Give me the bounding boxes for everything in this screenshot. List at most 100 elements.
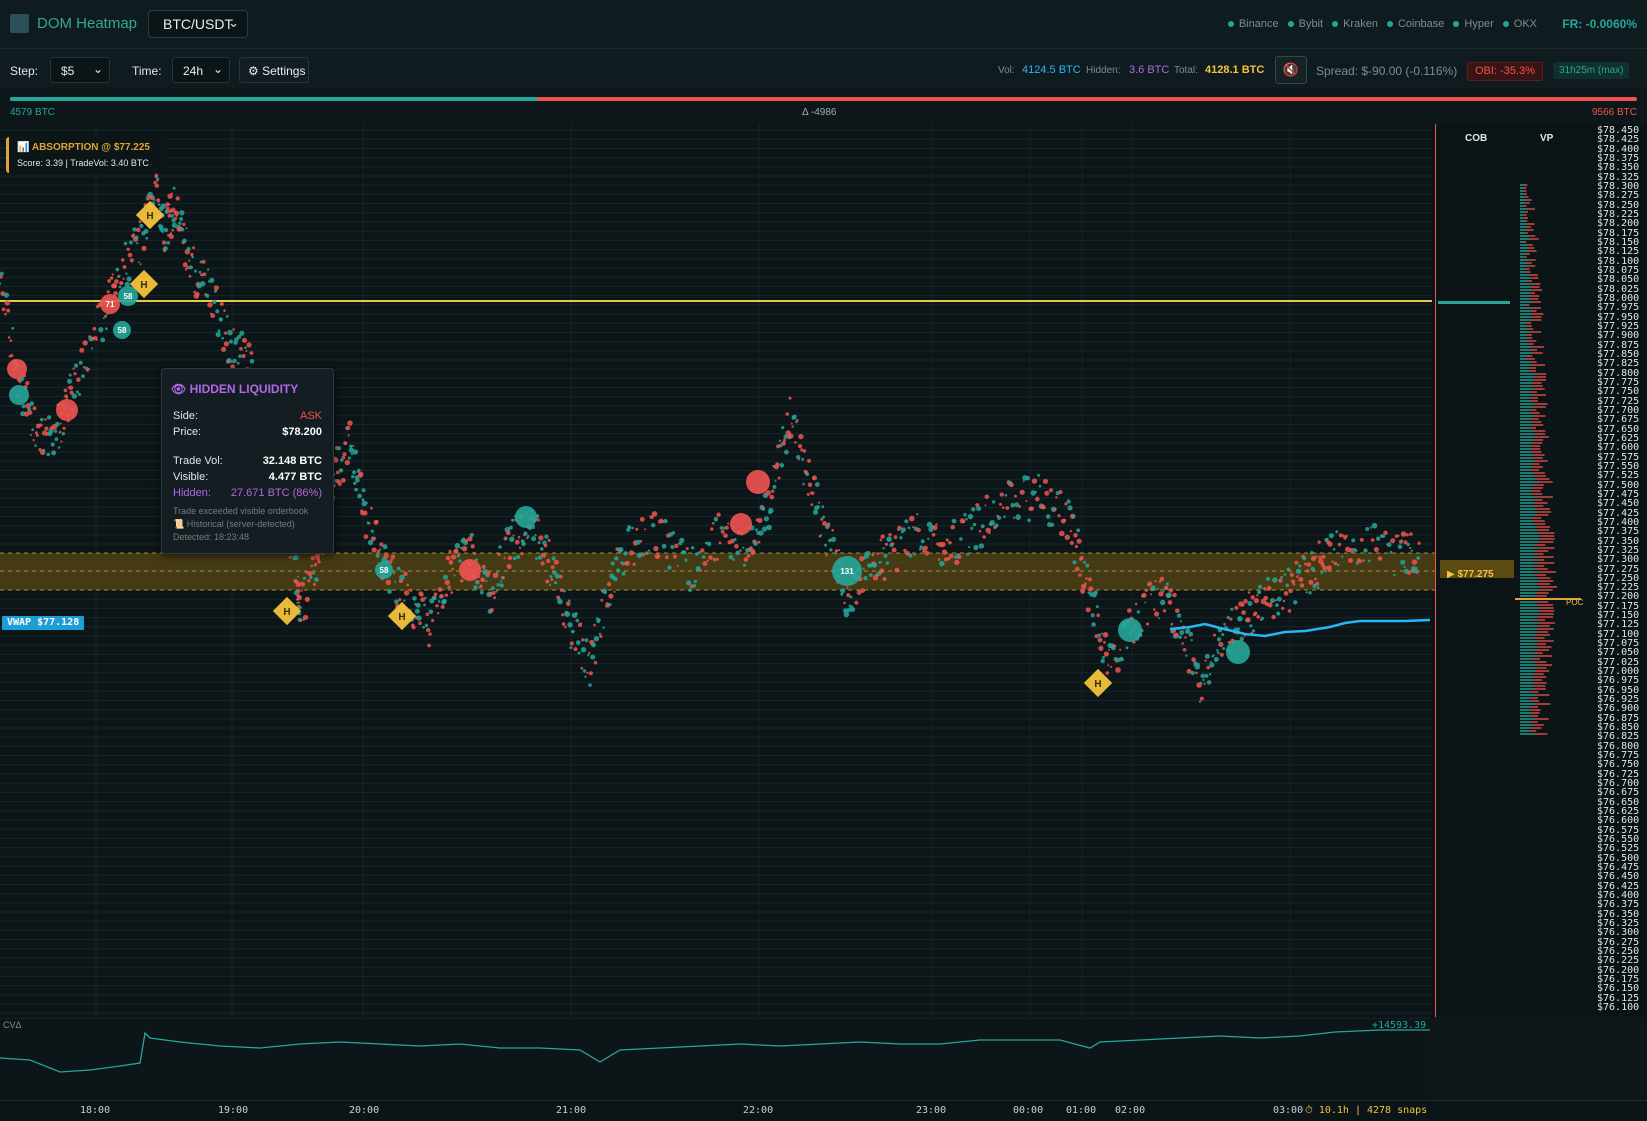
trade-bubble[interactable] (118, 286, 138, 306)
trade-dot (965, 517, 968, 521)
exchange-hyper[interactable]: Hyper (1453, 18, 1494, 30)
settings-button[interactable]: ⚙ Settings (239, 57, 309, 83)
trade-bubble[interactable] (375, 561, 393, 579)
price-tick: $77.925 (1597, 320, 1640, 332)
trade-dot (701, 555, 706, 559)
vp-ask-bar (1532, 457, 1543, 459)
trade-bubble[interactable] (746, 470, 770, 494)
trade-dot (791, 425, 794, 428)
sound-mute-button[interactable]: 🔇 (1275, 56, 1307, 84)
trade-dot (766, 524, 772, 531)
vp-bid-bar (1520, 502, 1536, 504)
vp-bid-bar (1520, 277, 1531, 279)
trade-dot (81, 374, 85, 378)
vp-bid-bar (1520, 322, 1527, 324)
trade-bubble[interactable] (113, 321, 131, 339)
trade-bubble[interactable] (100, 294, 120, 314)
trade-bubble[interactable] (832, 556, 862, 586)
vp-ask-bar (1530, 463, 1540, 465)
trade-dot (60, 440, 63, 443)
hidden-liquidity-marker[interactable] (272, 596, 302, 626)
trade-dot (244, 346, 247, 349)
trade-dot (1149, 593, 1152, 596)
vp-ask-bar (1534, 676, 1547, 678)
trade-bubble-label: 58 (124, 292, 133, 301)
trade-dot (375, 553, 380, 558)
trade-dot (371, 547, 377, 553)
price-tick: $76.200 (1597, 964, 1640, 976)
trade-bubble[interactable] (1226, 640, 1250, 664)
trade-dot (536, 518, 540, 522)
trade-dot (1048, 488, 1053, 493)
vp-bid-bar (1520, 415, 1534, 417)
vp-ask-bar (1538, 496, 1553, 498)
trade-dot (1025, 475, 1030, 481)
vp-bid-bar (1520, 439, 1533, 441)
symbol-select[interactable]: BTC/USDT ⌄ (148, 10, 248, 38)
trade-bubble[interactable] (56, 399, 78, 421)
price-tick: $77.375 (1597, 526, 1640, 538)
heatmap-chart[interactable]: 7158582358131HHHHH (0, 124, 1436, 1017)
vp-bid-bar (1520, 253, 1526, 255)
trade-dot (1216, 649, 1219, 652)
price-tick: $77.325 (1597, 544, 1640, 556)
exchange-kraken[interactable]: Kraken (1332, 18, 1378, 30)
trade-dot (876, 552, 880, 555)
trade-bubble[interactable] (9, 385, 29, 405)
trade-dot (361, 498, 365, 502)
trade-bubble[interactable] (459, 559, 481, 581)
trade-dot (182, 238, 187, 244)
trade-dot (1351, 538, 1356, 543)
trade-dot (779, 463, 785, 468)
step-select[interactable]: $5 ⌄ (50, 57, 110, 83)
price-tick: $77.125 (1597, 619, 1640, 631)
vp-ask-bar (1531, 448, 1541, 450)
exchange-okx[interactable]: OKX (1502, 18, 1537, 30)
exchange-bybit[interactable]: Bybit (1287, 18, 1323, 30)
trade-dot (591, 642, 596, 648)
trade-bubble[interactable] (1118, 618, 1142, 642)
trade-dot (105, 327, 108, 330)
vp-bid-bar (1520, 694, 1537, 696)
trade-dot (593, 636, 600, 642)
trade-dot (647, 549, 651, 552)
trade-dot (32, 439, 35, 442)
hidden-liquidity-marker[interactable] (1083, 668, 1113, 698)
trade-bubble[interactable] (730, 513, 752, 535)
vp-bid-bar (1520, 340, 1529, 342)
trade-dot (886, 536, 892, 542)
hidden-liquidity-marker[interactable] (387, 601, 417, 631)
trade-dot (344, 442, 348, 445)
trade-dot (154, 183, 159, 188)
trade-bubble[interactable] (515, 506, 537, 528)
trade-dot (1373, 546, 1379, 553)
time-select[interactable]: 24h ⌄ (172, 57, 230, 83)
trade-dot (514, 539, 520, 545)
exchange-coinbase[interactable]: Coinbase (1386, 18, 1444, 30)
trade-dot (1073, 533, 1078, 538)
vp-bid-bar (1520, 640, 1539, 642)
trade-dot (1283, 573, 1287, 576)
vp-ask-bar (1536, 577, 1551, 579)
trade-dot (141, 245, 147, 251)
trade-dot (1327, 541, 1333, 547)
trade-dot (719, 526, 724, 530)
trade-dot (838, 549, 841, 552)
vp-ask-bar (1533, 472, 1545, 474)
trade-dot (828, 522, 831, 525)
price-tick: $76.425 (1597, 880, 1640, 892)
trade-dot (1038, 484, 1042, 488)
vp-ask-bar (1534, 394, 1546, 396)
trade-dot (1014, 502, 1020, 508)
vp-ask-bar (1530, 238, 1539, 240)
exchange-binance[interactable]: Binance (1227, 18, 1279, 30)
tooltip-visible-value: 4.477 BTC (268, 471, 322, 483)
trade-bubble[interactable] (7, 359, 27, 379)
price-tick: $77.750 (1597, 386, 1640, 398)
trade-dot (973, 544, 979, 551)
trade-dot (138, 220, 142, 224)
trade-dot (1037, 473, 1041, 477)
trade-dot (1088, 586, 1094, 592)
trade-dot (553, 559, 560, 565)
price-tick: $76.625 (1597, 806, 1640, 818)
